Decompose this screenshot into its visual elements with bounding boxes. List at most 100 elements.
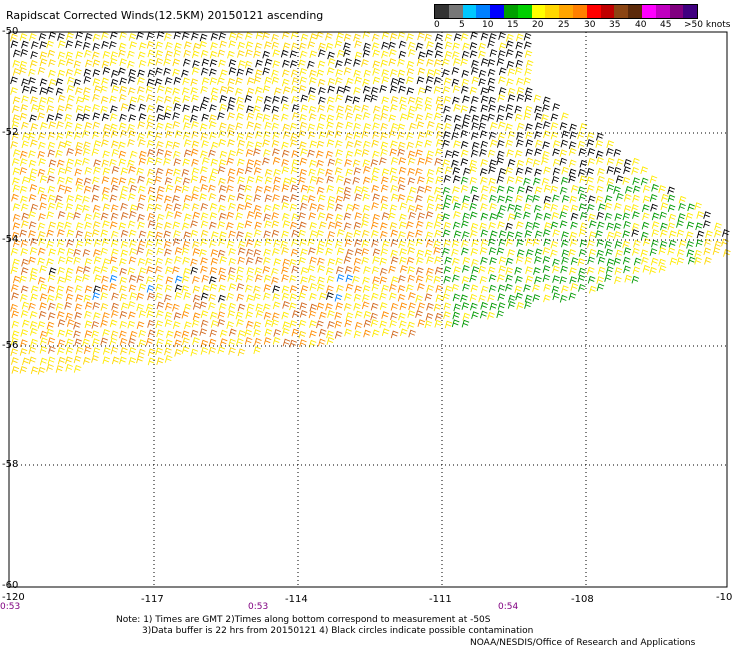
wind-barb [280,49,289,58]
wind-barb [343,302,352,311]
wind-barb [316,31,324,40]
wind-barb [443,311,451,320]
wind-barb [110,212,119,221]
wind-barb [192,285,201,294]
wind-barb [200,166,208,174]
wind-barb [480,239,489,247]
wind-barb [379,276,388,285]
legend-swatch [559,5,573,18]
wind-barb [201,274,210,283]
wind-barb [658,185,666,193]
wind-barb [10,337,19,346]
wind-barb [84,310,92,319]
wind-barb [660,202,669,211]
wind-barb [74,303,83,312]
wind-barb [568,168,577,177]
wind-barb [20,150,28,159]
wind-barb [235,311,244,320]
wind-barb [226,222,234,230]
wind-barb [30,123,39,131]
wind-barb [544,222,552,230]
wind-barb [534,256,542,264]
wind-barb [480,212,489,221]
wind-barb [200,220,209,229]
wind-barb [246,121,255,129]
wind-barb [100,284,109,293]
wind-barb [525,194,534,203]
wind-barb [263,230,271,239]
wind-barb [93,312,101,320]
wind-barb [426,121,435,129]
wind-barb [200,292,209,301]
wind-barb [12,68,21,76]
wind-barb [334,40,343,48]
wind-barb [426,69,435,77]
wind-barb [388,114,397,123]
wind-barb [92,221,101,229]
wind-barb [442,58,450,67]
wind-barb [498,167,507,176]
wind-barb [192,248,201,256]
wind-barb [444,122,452,131]
wind-barb [55,202,64,210]
wind-barb [586,131,595,140]
wind-barb [381,168,390,177]
wind-barb [309,69,317,78]
wind-barb [137,175,145,184]
wind-barb [174,176,183,185]
wind-barb [335,69,344,77]
wind-barb [569,195,578,204]
wind-barb [596,132,604,141]
wind-barb [318,113,327,122]
wind-barb [146,40,155,49]
wind-barb [244,337,253,345]
wind-barb [128,75,136,84]
wind-barb [444,33,453,42]
wind-barb [39,51,48,60]
wind-barb [685,212,694,221]
wind-barb [425,221,434,230]
wind-barb [390,77,399,86]
wind-barb [253,122,262,131]
wind-barb [181,275,190,284]
wind-barb [309,140,318,149]
wind-barb [372,49,380,58]
wind-barb [470,31,478,40]
wind-barb [156,329,164,338]
wind-barb [524,87,533,96]
wind-barb [596,156,604,165]
wind-barb [299,168,308,177]
wind-barb [263,311,272,320]
wind-barb [28,132,36,141]
wind-barb [147,320,155,328]
wind-barb [192,294,201,303]
wind-barb [183,149,192,158]
wind-barb [361,130,370,139]
wind-barb [543,283,551,292]
wind-barb [38,132,46,141]
wind-barb [236,222,245,231]
wind-barb [541,157,549,165]
wind-barb [362,276,370,285]
wind-barb [559,157,568,166]
wind-barb [452,221,461,230]
wind-barb [460,158,469,166]
wind-barb [82,41,91,50]
wind-barb [309,33,318,41]
wind-barb [100,337,108,346]
wind-barb [559,211,568,219]
wind-barb [488,33,497,41]
wind-barb [415,113,424,122]
wind-barb [64,275,72,283]
wind-barb [20,293,28,302]
wind-barb [165,302,173,311]
wind-barb [452,311,461,320]
wind-barb [244,231,253,240]
wind-barb [397,176,406,185]
wind-barb [263,248,271,257]
wind-barb [48,159,57,168]
wind-barb [345,274,354,283]
wind-barb [291,213,300,222]
wind-barb [11,120,20,129]
legend-swatch [683,5,698,18]
